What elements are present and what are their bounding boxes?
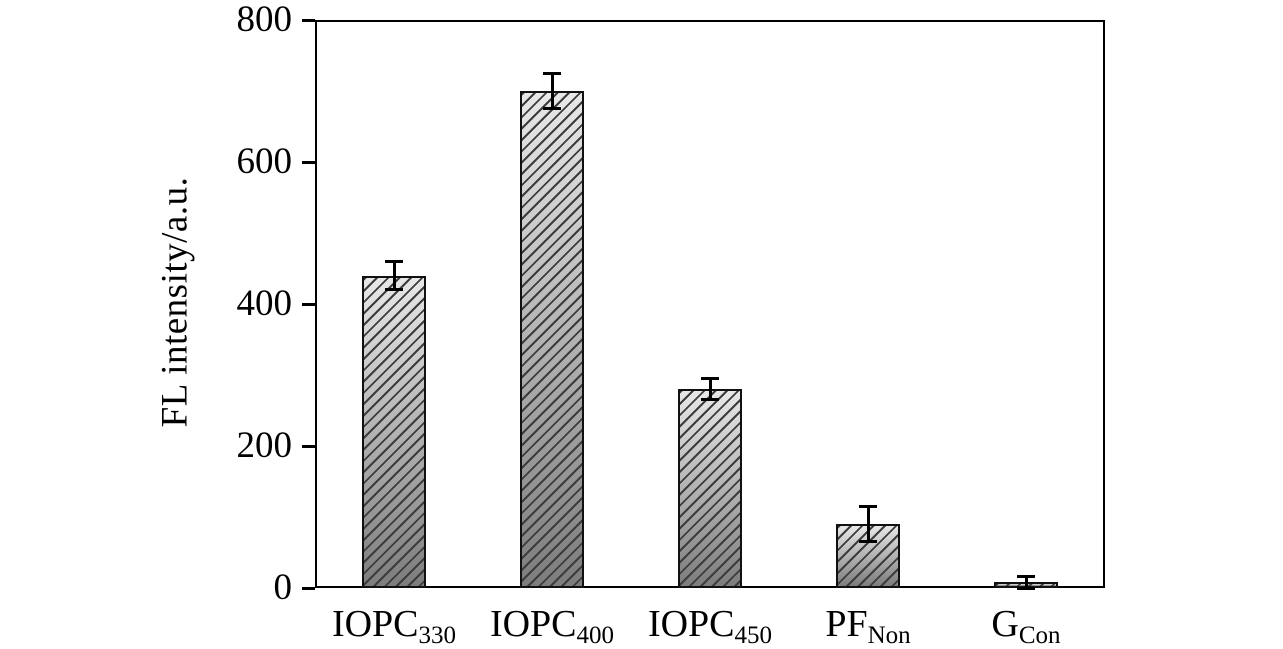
y-axis-tick [302,586,315,590]
x-category-label-subscript: 330 [418,622,457,649]
y-axis-tick-label: 600 [236,141,293,182]
error-bar-cap [1017,575,1035,579]
y-axis-tick-label: 400 [236,283,293,324]
error-bar-line [392,261,396,290]
error-bar-cap [543,71,561,75]
x-category-label-subscript: 400 [576,622,615,649]
y-axis-tick [302,160,315,164]
y-axis-tick [302,18,315,22]
error-bar-cap [701,377,719,381]
x-category-label-subscript: Con [1018,622,1061,649]
y-axis-tick-label: 800 [236,0,293,40]
x-category-label: IOPC400 [442,602,662,649]
x-category-label-base: IOPC [489,603,577,645]
error-bar-line [550,73,554,109]
x-category-label: PFNon [758,602,978,649]
x-category-label-base: G [991,603,1019,645]
x-category-label-base: IOPC [647,603,735,645]
y-axis-tick-label: 200 [236,425,293,466]
error-bar-line [1024,576,1028,588]
error-bar-cap [543,107,561,111]
y-axis-tick [302,302,315,306]
error-bar-cap [859,504,877,508]
error-bar-line [866,506,870,542]
x-category-label: GCon [916,602,1136,649]
bar-IOPC330 [362,275,426,588]
x-category-label-subscript: Non [867,622,911,649]
bar-IOPC400 [520,91,584,588]
x-category-label-base: PF [825,603,868,645]
error-bar-line [708,378,712,400]
error-bar-cap [385,288,403,292]
error-bar-cap [385,259,403,263]
error-bar-cap [1017,586,1035,590]
y-axis-tick [302,444,315,448]
bar-IOPC450 [678,389,742,588]
error-bar-cap [701,398,719,402]
error-bar-cap [859,540,877,544]
x-category-label: IOPC330 [284,602,504,649]
x-category-label: IOPC450 [600,602,820,649]
y-axis-label: FL intensity/a.u. [154,176,196,428]
y-axis-tick-label: 0 [273,567,293,608]
x-category-label-base: IOPC [331,603,419,645]
x-category-label-subscript: 450 [734,622,773,649]
